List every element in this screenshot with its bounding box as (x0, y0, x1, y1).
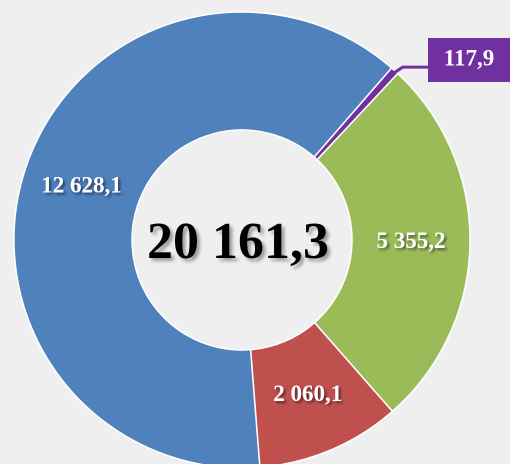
center-total: 20 161,3 (147, 213, 329, 270)
label-box (428, 38, 510, 82)
data-label: 12 628,1 (41, 172, 122, 197)
data-label: 117,9 (444, 45, 494, 70)
leader-line (389, 65, 428, 77)
donut-slice (313, 72, 471, 413)
donut-slice (249, 321, 394, 464)
data-label: 2 060,1 (273, 381, 342, 406)
labels: 117,9 5 355,2 2 060,1 12 628,1 (41, 38, 510, 406)
slices (13, 11, 471, 464)
data-label: 5 355,2 (376, 228, 445, 253)
donut-slice (13, 11, 393, 464)
